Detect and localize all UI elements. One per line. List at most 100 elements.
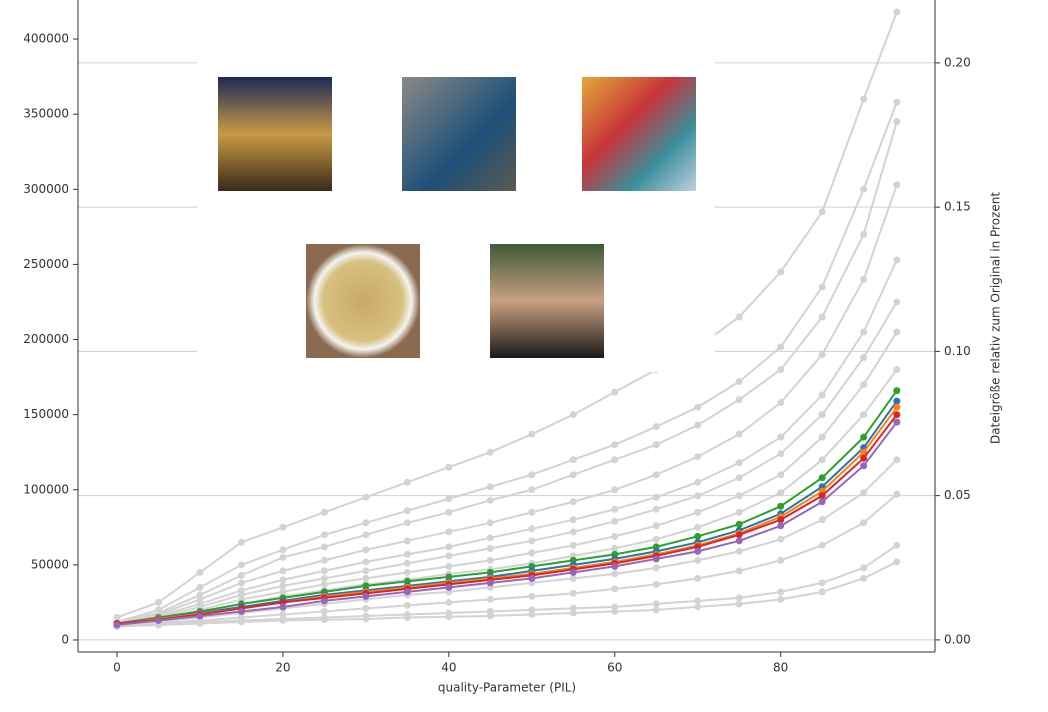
photo: [490, 244, 604, 358]
data-point: [362, 592, 370, 600]
data-point: [362, 604, 370, 612]
data-point: [735, 396, 743, 404]
data-point: [237, 618, 245, 626]
data-point: [611, 544, 619, 552]
data-point: [893, 98, 901, 106]
data-point: [777, 588, 785, 596]
data-point: [777, 516, 785, 524]
data-point: [694, 421, 702, 429]
data-point: [528, 508, 536, 516]
photo: [582, 77, 696, 191]
data-point: [652, 606, 660, 614]
data-point: [893, 456, 901, 464]
data-point: [569, 456, 577, 464]
data-point: [362, 531, 370, 539]
data-point: [569, 568, 577, 576]
data-point: [569, 574, 577, 582]
data-point: [486, 612, 494, 620]
data-point: [154, 616, 162, 624]
data-point: [528, 549, 536, 557]
data-point: [320, 580, 328, 588]
data-point: [320, 567, 328, 575]
series-line: [116, 560, 898, 628]
data-point: [362, 546, 370, 554]
data-point: [694, 403, 702, 411]
data-point: [818, 474, 826, 482]
data-point: [237, 571, 245, 579]
series-line: [116, 390, 898, 625]
data-point: [279, 603, 287, 611]
data-point: [860, 462, 868, 470]
data-point: [362, 615, 370, 623]
data-point: [860, 433, 868, 441]
data-point: [694, 523, 702, 531]
data-point: [403, 507, 411, 515]
data-point: [528, 430, 536, 438]
data-point: [569, 498, 577, 506]
series-line: [116, 101, 898, 623]
data-point: [694, 508, 702, 516]
data-point: [611, 570, 619, 578]
data-point: [362, 567, 370, 575]
data-point: [528, 486, 536, 494]
data-point: [777, 268, 785, 276]
series-line: [116, 331, 898, 626]
data-point: [818, 498, 826, 506]
data-point: [403, 519, 411, 527]
data-point: [528, 537, 536, 545]
data-point: [893, 298, 901, 306]
data-point: [279, 582, 287, 590]
data-point: [569, 516, 577, 524]
data-point: [818, 433, 826, 441]
data-point: [893, 387, 901, 395]
data-point: [735, 474, 743, 482]
data-point: [694, 492, 702, 500]
series-line: [116, 121, 898, 623]
data-point: [196, 568, 204, 576]
data-point: [818, 283, 826, 291]
data-point: [777, 522, 785, 530]
data-point: [403, 550, 411, 558]
data-point: [893, 403, 901, 411]
data-point: [486, 448, 494, 456]
y-tick-label: 400000: [23, 32, 69, 46]
data-point: [445, 495, 453, 503]
data-point: [893, 118, 901, 126]
data-point: [237, 561, 245, 569]
data-point: [320, 616, 328, 624]
data-point: [735, 531, 743, 539]
data-point: [486, 556, 494, 564]
data-point: [279, 553, 287, 561]
x-tick-label: 60: [607, 661, 622, 675]
photo: [218, 77, 332, 191]
data-point: [196, 619, 204, 627]
data-point: [694, 532, 702, 540]
y-tick-label: 50000: [31, 557, 69, 571]
x-axis-label: quality-Parameter (PIL): [438, 681, 576, 695]
data-point: [860, 574, 868, 582]
data-point: [320, 556, 328, 564]
data-point: [403, 613, 411, 621]
data-point: [320, 597, 328, 605]
data-point: [279, 546, 287, 554]
x-tick-label: 0: [113, 661, 121, 675]
data-point: [777, 556, 785, 564]
photo: [306, 244, 420, 358]
series-line: [116, 458, 898, 626]
data-point: [735, 594, 743, 602]
data-point: [320, 531, 328, 539]
data-point: [735, 459, 743, 467]
data-point: [528, 525, 536, 533]
data-point: [611, 456, 619, 464]
data-point: [818, 516, 826, 524]
data-point: [860, 454, 868, 462]
data-point: [893, 328, 901, 336]
data-point: [735, 537, 743, 545]
data-point: [893, 541, 901, 549]
y2-axis-label: Dateigröße relativ zum Original in Proze…: [989, 192, 1003, 444]
data-point: [362, 493, 370, 501]
data-point: [893, 418, 901, 426]
data-point: [694, 597, 702, 605]
data-point: [860, 275, 868, 283]
